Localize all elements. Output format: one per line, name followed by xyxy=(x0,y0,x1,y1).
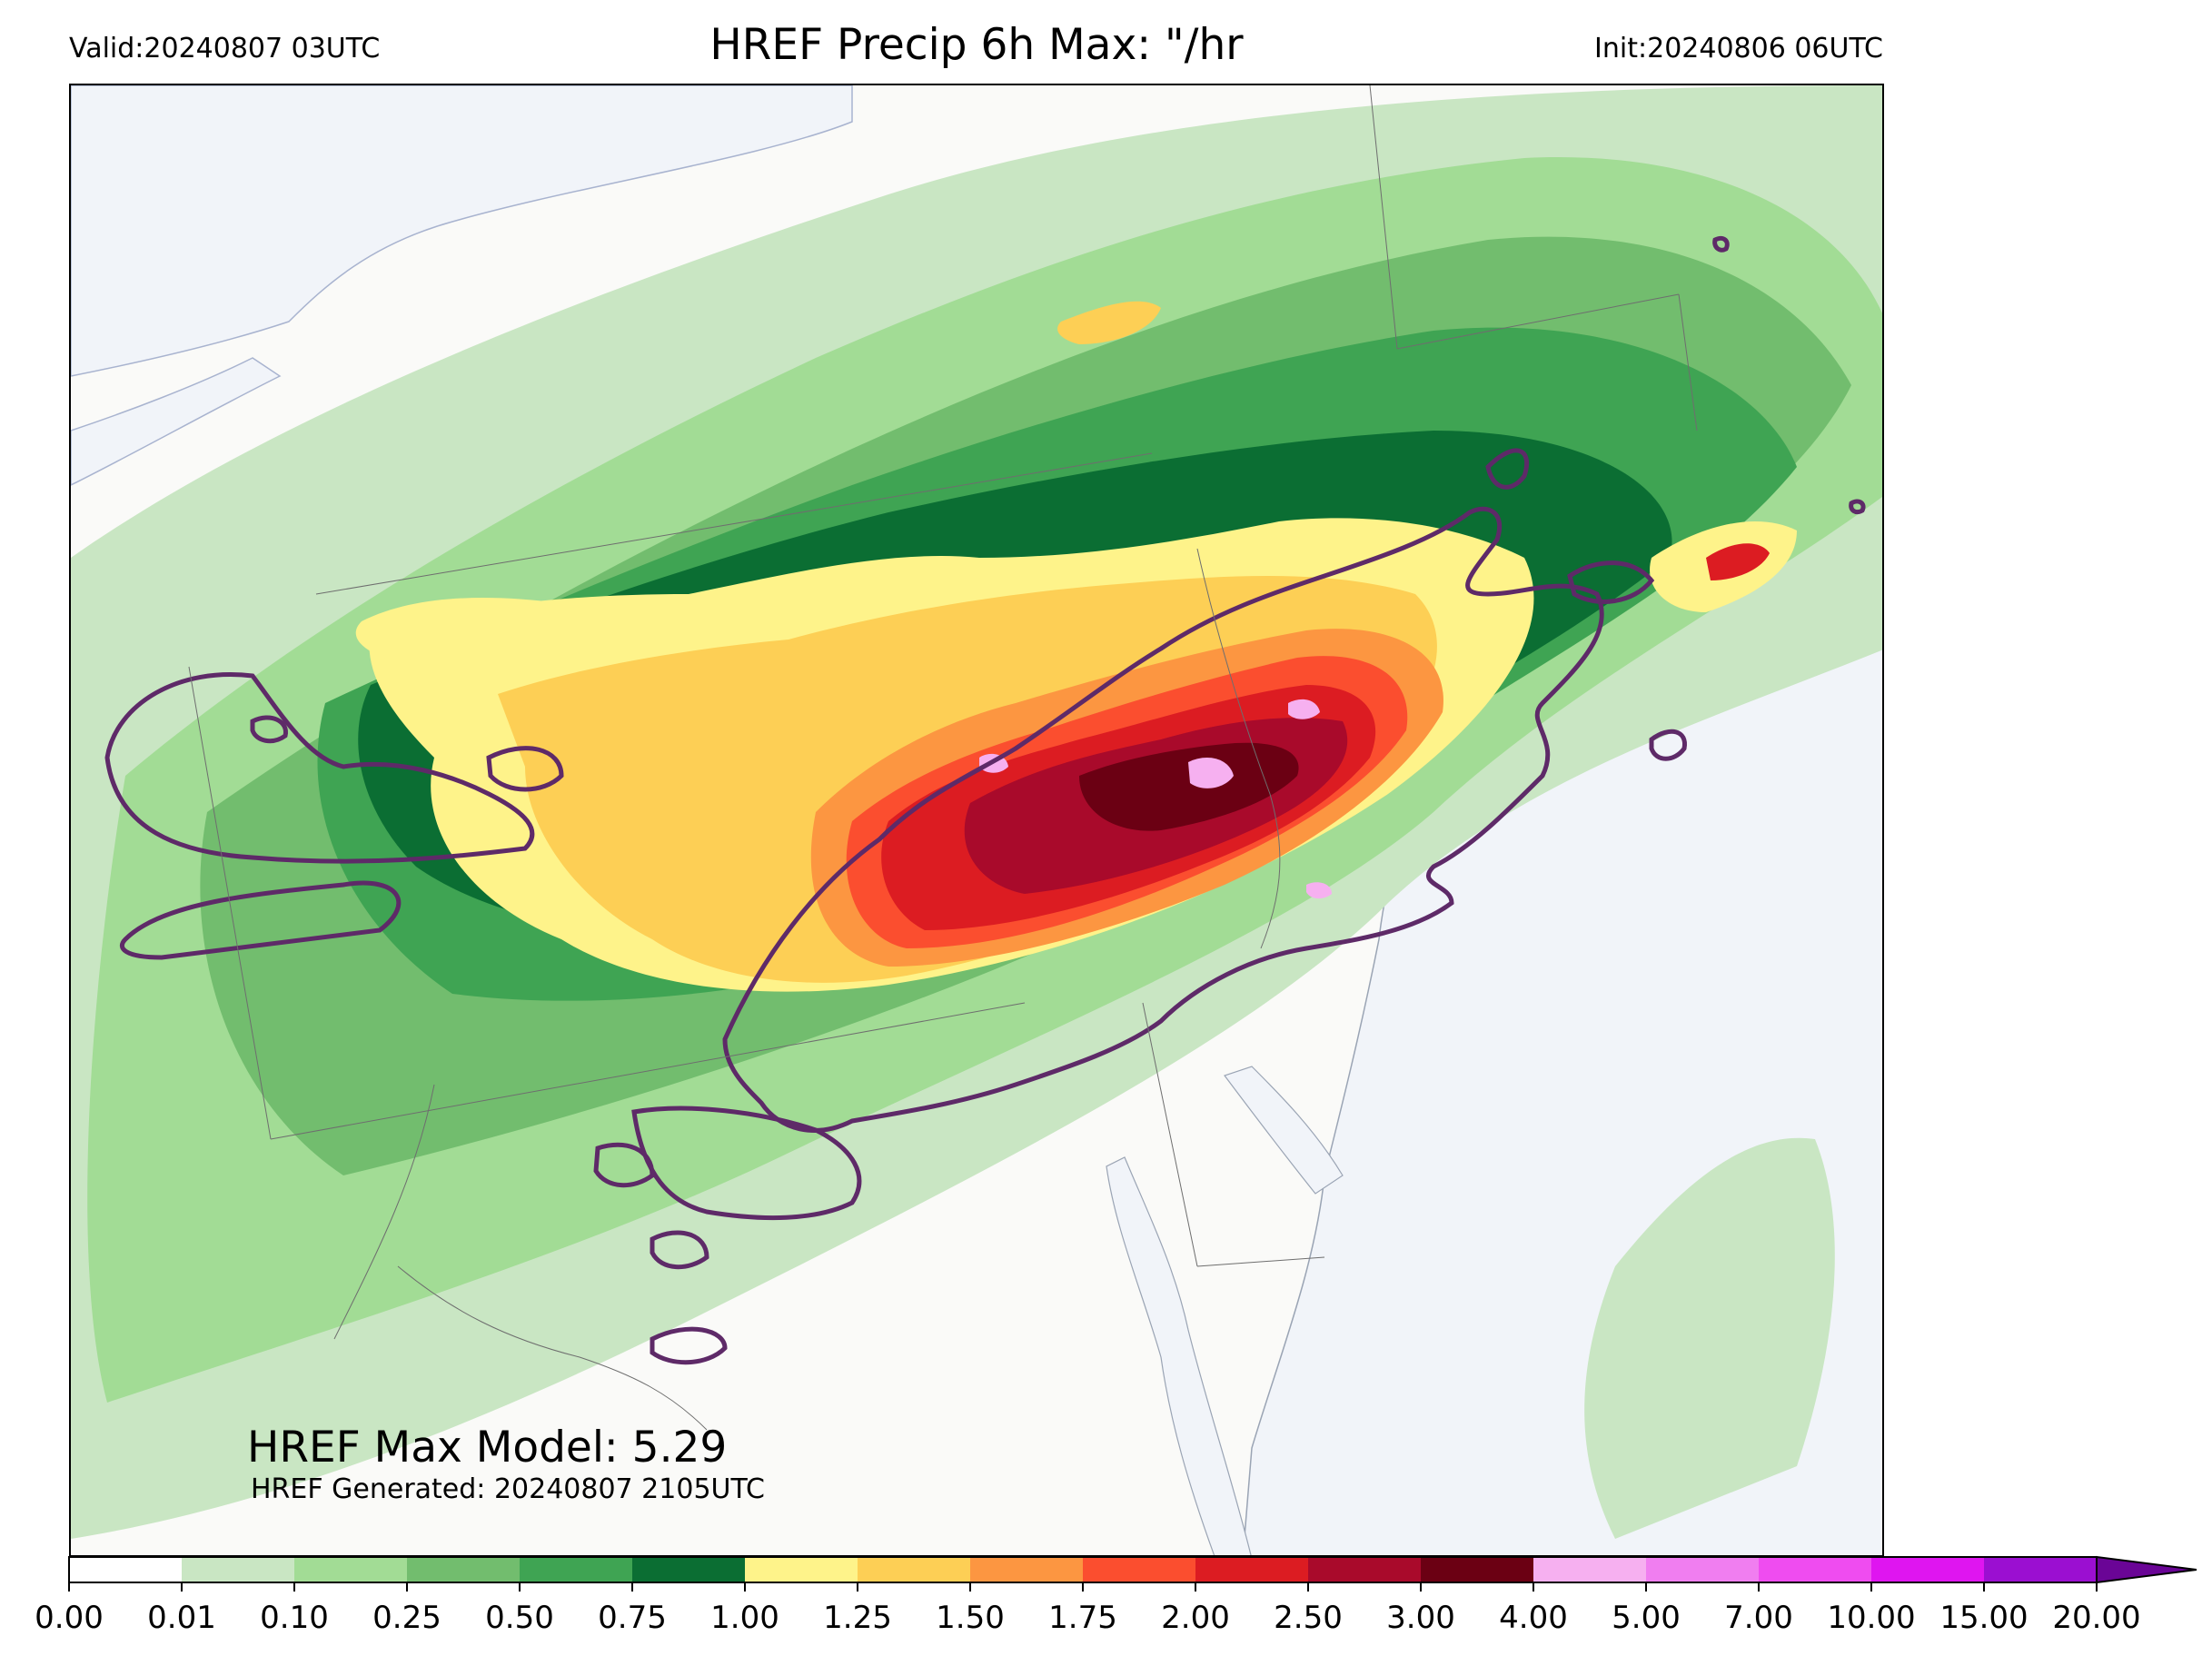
border-pa-nj xyxy=(1196,548,1281,949)
colorbar-tick-label: 0.75 xyxy=(598,1600,667,1636)
colorbar-box-1 xyxy=(182,1557,294,1582)
border-oh-pa xyxy=(188,666,272,1140)
contour-ne-5 xyxy=(1849,499,1866,515)
lake-ontario xyxy=(71,85,853,377)
colorbar-tick-label: 1.75 xyxy=(1048,1600,1117,1636)
colorbar-box-0 xyxy=(69,1557,182,1582)
colorbar-tick-label: 1.00 xyxy=(710,1600,779,1636)
chart-title: HREF Precip 6h Max: "/hr xyxy=(709,20,1244,70)
border-ct-ri xyxy=(1678,293,1698,431)
contour-blob-3 xyxy=(650,1326,728,1365)
colorbar-tick-label: 0.00 xyxy=(35,1600,104,1636)
colorbar-tick-label: 4.00 xyxy=(1499,1600,1568,1636)
precip-band-top xyxy=(1057,301,1161,344)
colorbar-tick-label: 10.00 xyxy=(1827,1600,1915,1636)
colorbar-box-2 xyxy=(294,1557,407,1582)
contour-south xyxy=(631,1106,862,1221)
colorbar-tick-label: 0.01 xyxy=(147,1600,216,1636)
colorbar-tick-label: 3.00 xyxy=(1386,1600,1455,1636)
contour-west xyxy=(104,672,535,864)
colorbar-box-15 xyxy=(1759,1557,1871,1582)
border-wv xyxy=(333,1084,435,1340)
precip-5.00-cell-4 xyxy=(1306,882,1332,899)
border-ma-ct xyxy=(1396,293,1680,350)
colorbar-ticks: 0.00 0.01 0.10 0.25 0.50 0.75 1.00 1.25 1.50 1.75… xyxy=(35,1582,2141,1636)
contour-southwest xyxy=(119,880,402,960)
precip-0.01-east xyxy=(1584,1137,1835,1539)
init-time-label: Init:20240806 06UTC xyxy=(1594,33,1883,64)
contour-mid-1 xyxy=(486,746,564,792)
colorbar-tick-label: 0.10 xyxy=(260,1600,329,1636)
precip-map-canvas xyxy=(71,85,1882,1555)
colorbar-tick-label: 0.50 xyxy=(485,1600,554,1636)
contour-blob-2 xyxy=(650,1230,709,1270)
colorbar-box-10 xyxy=(1195,1557,1308,1582)
precip-band-north xyxy=(355,598,640,673)
colorbar-tick-label: 5.00 xyxy=(1612,1600,1681,1636)
generated-time-label: HREF Generated: 20240807 2105UTC xyxy=(251,1473,766,1505)
contour-ne-2 xyxy=(1567,560,1655,604)
colorbar-box-4 xyxy=(520,1557,632,1582)
colorbar-box-11 xyxy=(1308,1557,1421,1582)
colorbar-box-9 xyxy=(1083,1557,1195,1582)
contour-ne-4 xyxy=(1712,235,1730,253)
colorbar-tick-label: 20.00 xyxy=(2052,1600,2140,1636)
colorbar-boxes xyxy=(68,1555,2197,1584)
precip-3.00 xyxy=(1079,742,1299,831)
colorbar-extend-arrow xyxy=(2096,1555,2197,1584)
precip-5.00-cell-2 xyxy=(1288,699,1320,719)
precip-5.00-cell-1 xyxy=(1188,758,1234,788)
contour-blob-1 xyxy=(593,1142,655,1188)
colorbar-tick-label: 7.00 xyxy=(1724,1600,1793,1636)
chesapeake-bay xyxy=(1106,1156,1252,1555)
colorbar-box-6 xyxy=(745,1557,858,1582)
contour-mid-2 xyxy=(250,715,288,744)
contour-ne-3 xyxy=(1649,729,1687,761)
probability-contours xyxy=(104,235,1866,1365)
border-md-de xyxy=(1142,1002,1198,1267)
valid-time-label: Valid:20240807 03UTC xyxy=(69,33,381,64)
colorbar-box-12 xyxy=(1421,1557,1533,1582)
colorbar-box-17 xyxy=(1984,1557,2097,1582)
border-pa-md xyxy=(270,1002,1026,1140)
colorbar-box-14 xyxy=(1646,1557,1759,1582)
colorbar-box-13 xyxy=(1533,1557,1646,1582)
colorbar-tick-label: 1.50 xyxy=(936,1600,1005,1636)
state-boundaries xyxy=(188,85,1698,1431)
contour-main xyxy=(722,506,1604,1133)
colorbar-box-16 xyxy=(1871,1557,1984,1582)
contour-ne-1 xyxy=(1485,448,1530,490)
colorbar-tick-label: 1.25 xyxy=(823,1600,892,1636)
colorbar-tick-label: 2.00 xyxy=(1161,1600,1230,1636)
delaware-bay xyxy=(1224,1066,1344,1195)
max-model-label: HREF Max Model: 5.29 xyxy=(247,1423,728,1473)
colorbar-box-3 xyxy=(407,1557,520,1582)
colorbar-tick-label: 0.25 xyxy=(372,1600,441,1636)
colorbar-box-5 xyxy=(632,1557,745,1582)
precip-band-ne-core xyxy=(1706,543,1770,580)
precip-map: HREF Max Model: 5.29 HREF Generated: 202… xyxy=(69,84,1884,1557)
colorbar-tick-label: 2.50 xyxy=(1274,1600,1343,1636)
border-ny-pa xyxy=(315,452,1153,595)
colorbar-tick-label: 15.00 xyxy=(1939,1600,2028,1636)
border-va xyxy=(397,1265,708,1431)
colorbar-box-8 xyxy=(970,1557,1083,1582)
border-de-south xyxy=(1196,1256,1325,1267)
colorbar-box-7 xyxy=(858,1557,970,1582)
border-ny-vt xyxy=(1369,85,1398,350)
lake-erie xyxy=(71,357,282,486)
